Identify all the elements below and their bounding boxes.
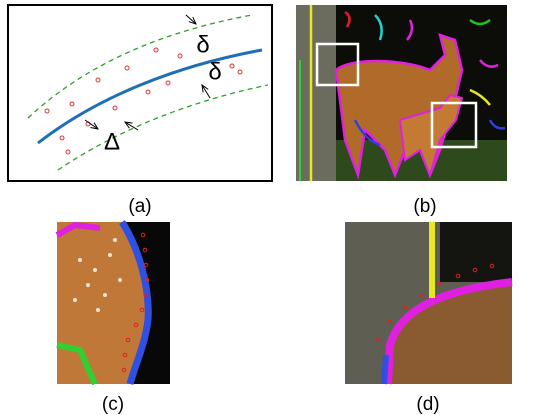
big-delta-label: Δ (104, 128, 120, 155)
panel-d (345, 222, 512, 384)
point (108, 253, 112, 257)
point (96, 308, 100, 312)
contour (384, 355, 386, 384)
panel-c (57, 222, 170, 384)
point (118, 278, 122, 282)
panel-b (296, 5, 507, 181)
panel-a: δ δ Δ (8, 5, 272, 181)
point (86, 283, 90, 287)
point (113, 238, 117, 242)
delta-label: δ (208, 58, 221, 85)
panel-caption: (a) (128, 196, 151, 217)
panel-caption: (b) (413, 196, 436, 217)
tree-trunk (296, 5, 336, 181)
panel-caption: (c) (102, 394, 124, 415)
page: {"panels": [ {"label": "(a)", "annotatio… (0, 0, 553, 415)
point (73, 298, 77, 302)
point (103, 293, 107, 297)
point (78, 258, 82, 262)
point (93, 268, 97, 272)
figure: δ δ Δ (a) (b) (0, 0, 553, 415)
delta-label: δ (196, 31, 209, 58)
photo-background (440, 222, 512, 282)
panel-caption: (d) (416, 394, 439, 415)
